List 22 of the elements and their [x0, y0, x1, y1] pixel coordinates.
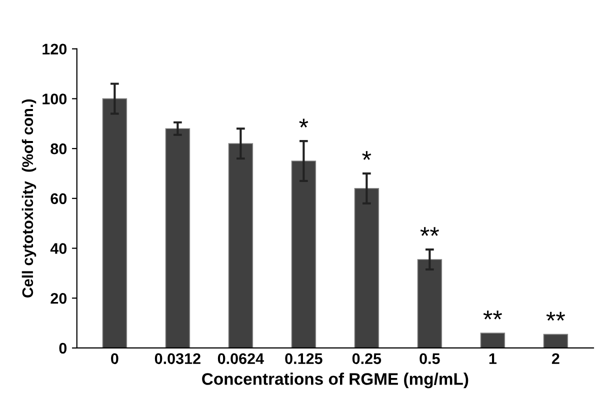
annotation: **	[546, 312, 566, 321]
x-tick-label: 0.25	[352, 353, 382, 364]
x-axis-title: Concentrations of RGME (mg/mL)	[202, 372, 468, 388]
x-tick-label: 0.5	[420, 353, 440, 364]
annotation: **	[483, 310, 502, 320]
annotation: *	[362, 151, 372, 160]
x-tick-label: 0.0624	[218, 353, 264, 364]
y-tick-label: 80	[50, 143, 67, 154]
annotation: *	[299, 118, 308, 128]
y-tick-label: 120	[42, 44, 67, 55]
annotation: **	[420, 227, 440, 236]
x-tick-label: 0	[111, 353, 118, 364]
x-tick-label: 1	[489, 353, 496, 364]
y-axis-title: Cell cytotoxicity (%of con.)	[22, 99, 36, 298]
x-tick-label: 2	[552, 353, 560, 364]
y-tick-label: 60	[50, 193, 67, 204]
y-tick-label: 20	[50, 292, 67, 304]
y-tick-label: 100	[42, 94, 67, 104]
y-tick-label: 40	[50, 243, 67, 254]
x-tick-label: 0.0312	[154, 353, 200, 364]
x-tick-label: 0.125	[285, 353, 322, 364]
y-tick-label: 0	[59, 342, 67, 354]
